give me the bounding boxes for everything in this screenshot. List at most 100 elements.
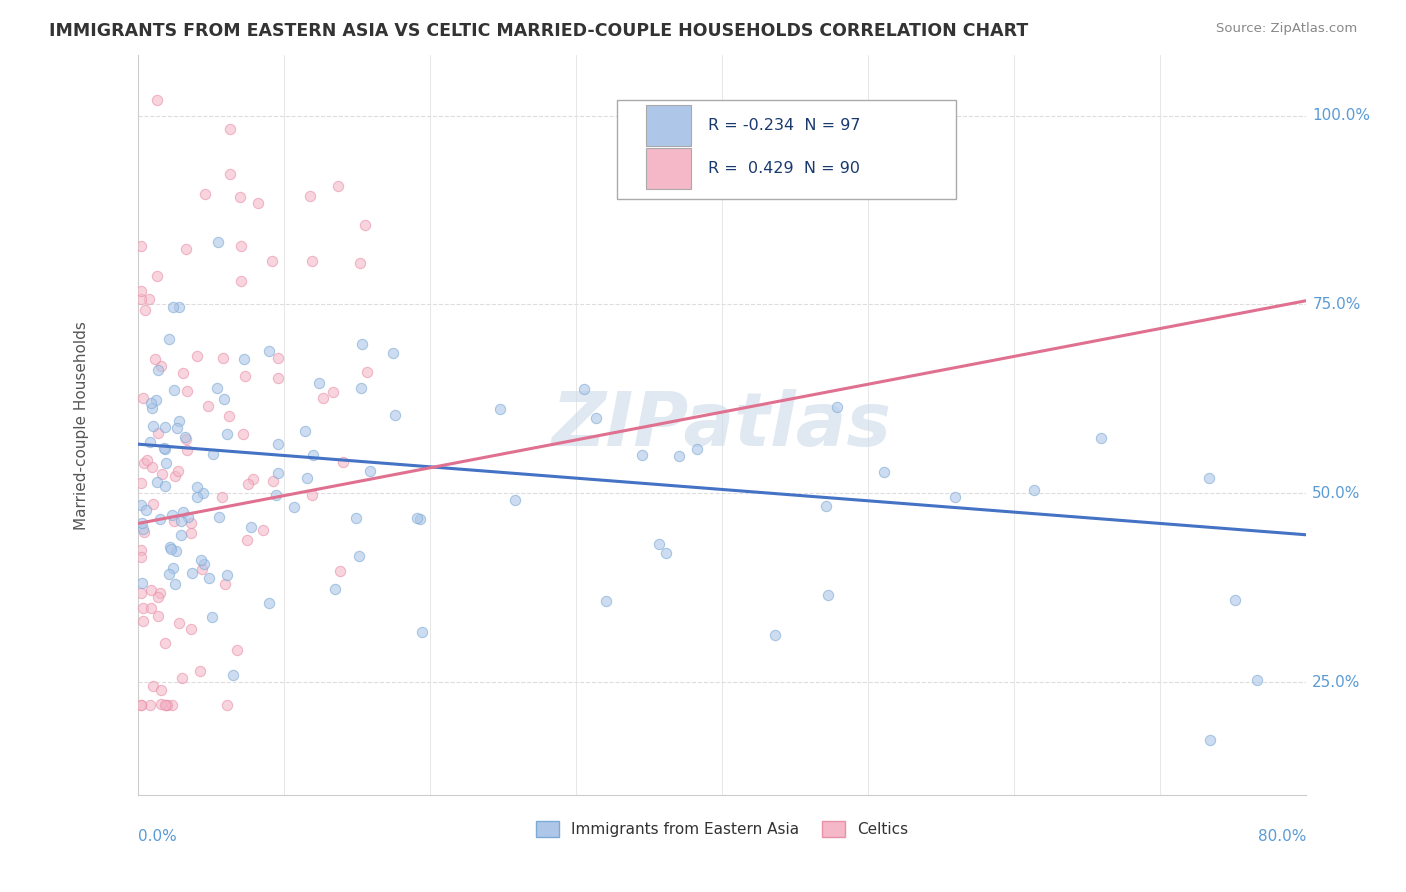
Point	[668, 449, 690, 463]
Text: 0.0%: 0.0%	[138, 829, 177, 844]
Point	[943, 491, 966, 505]
Point	[173, 430, 195, 444]
Point	[817, 588, 839, 602]
Point	[1024, 483, 1046, 497]
Point	[654, 546, 676, 560]
Point	[146, 475, 169, 490]
Point	[146, 94, 169, 108]
Point	[129, 585, 152, 599]
Point	[150, 359, 173, 373]
Point	[233, 351, 256, 366]
Point	[233, 368, 256, 383]
Point	[572, 382, 595, 396]
Point	[152, 441, 174, 455]
Point	[329, 564, 352, 578]
Point	[217, 698, 239, 712]
Point	[180, 526, 202, 541]
Point	[159, 541, 181, 555]
Point	[162, 300, 184, 314]
Point	[229, 273, 252, 287]
Legend: Immigrants from Eastern Asia, Celtics: Immigrants from Eastern Asia, Celtics	[530, 815, 914, 843]
Text: IMMIGRANTS FROM EASTERN ASIA VS CELTIC MARRIED-COUPLE HOUSEHOLDS CORRELATION CHA: IMMIGRANTS FROM EASTERN ASIA VS CELTIC M…	[49, 22, 1028, 40]
Point	[222, 668, 245, 682]
Point	[141, 460, 163, 475]
Point	[825, 400, 848, 414]
Point	[132, 600, 155, 615]
Text: 75.0%: 75.0%	[1312, 297, 1361, 312]
Point	[176, 432, 198, 446]
Point	[129, 543, 152, 558]
Point	[301, 254, 323, 268]
Point	[247, 195, 270, 210]
Point	[503, 493, 526, 508]
Point	[134, 456, 156, 470]
Bar	[647, 105, 690, 146]
Point	[1246, 673, 1268, 688]
Point	[155, 456, 177, 470]
Point	[1225, 593, 1247, 607]
Point	[167, 414, 190, 428]
Point	[686, 442, 709, 456]
Text: Married-couple Households: Married-couple Households	[75, 321, 90, 530]
Point	[145, 392, 167, 407]
Point	[212, 392, 235, 406]
Point	[135, 503, 157, 517]
Point	[176, 442, 198, 457]
Point	[266, 488, 288, 502]
Point	[132, 522, 155, 536]
Point	[131, 576, 153, 591]
Point	[186, 349, 208, 363]
Point	[226, 642, 249, 657]
Point	[208, 509, 231, 524]
Point	[198, 571, 221, 585]
Point	[815, 500, 838, 514]
Point	[146, 363, 169, 377]
Point	[411, 624, 433, 639]
Point	[170, 514, 193, 528]
Point	[167, 615, 190, 630]
Point	[267, 466, 290, 480]
Text: 50.0%: 50.0%	[1312, 486, 1361, 500]
Point	[142, 679, 165, 693]
Point	[205, 381, 228, 395]
Point	[212, 351, 235, 366]
Point	[359, 464, 381, 478]
Point	[409, 512, 432, 526]
Point	[155, 419, 177, 434]
Point	[131, 516, 153, 530]
Point	[236, 477, 259, 491]
Point	[214, 577, 236, 591]
Point	[585, 411, 607, 425]
Point	[236, 533, 259, 548]
Point	[262, 474, 284, 488]
Point	[294, 424, 316, 438]
Point	[302, 448, 325, 462]
Text: 25.0%: 25.0%	[1312, 674, 1361, 690]
Point	[153, 479, 176, 493]
Point	[763, 628, 786, 642]
Text: Source: ZipAtlas.com: Source: ZipAtlas.com	[1216, 22, 1357, 36]
Point	[328, 179, 350, 194]
Point	[129, 238, 152, 252]
Point	[172, 671, 194, 685]
Point	[266, 370, 288, 384]
Text: R =  0.429  N = 90: R = 0.429 N = 90	[709, 161, 860, 176]
Point	[323, 582, 346, 597]
Point	[159, 542, 181, 557]
Point	[180, 622, 202, 636]
Point	[153, 698, 176, 712]
Point	[218, 167, 240, 181]
Point	[1090, 431, 1112, 445]
Point	[332, 455, 354, 469]
FancyBboxPatch shape	[617, 100, 956, 200]
Point	[155, 698, 177, 712]
Point	[165, 544, 187, 558]
Point	[354, 219, 377, 233]
Point	[129, 499, 152, 513]
Text: 100.0%: 100.0%	[1312, 108, 1371, 123]
Point	[295, 470, 318, 484]
Text: ZIPatlas: ZIPatlas	[553, 389, 893, 462]
Point	[172, 366, 194, 380]
Point	[129, 284, 152, 298]
Point	[267, 351, 290, 365]
